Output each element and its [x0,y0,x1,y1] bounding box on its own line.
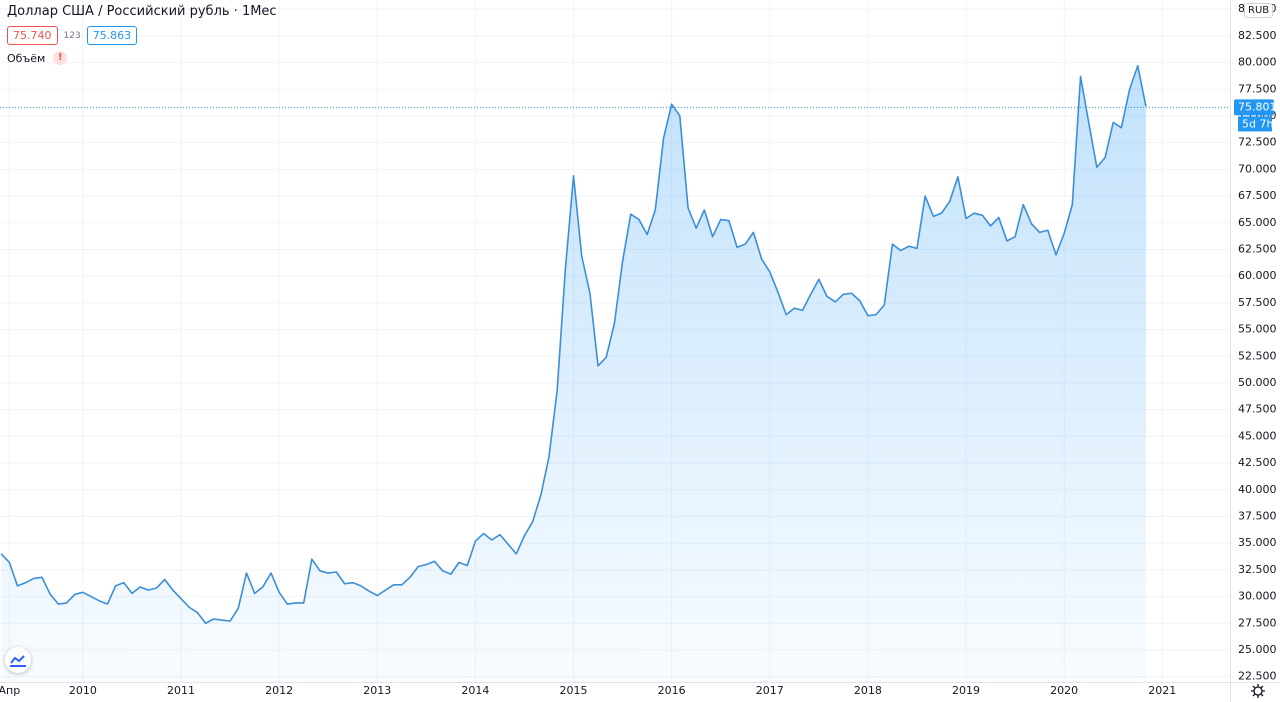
y-tick-label: 35.000 [1238,536,1277,549]
x-tick-label: 2014 [461,684,489,697]
x-tick-label: 2019 [952,684,980,697]
y-tick-label: 32.500 [1238,563,1277,576]
y-tick-label: 67.500 [1238,189,1277,202]
y-tick-label: 80.000 [1238,56,1277,69]
y-tick-label: 60.000 [1238,269,1277,282]
ask-price[interactable]: 75.863 [86,26,138,45]
volume-label: Объём [7,51,46,65]
settings-icon[interactable] [1250,683,1266,699]
y-tick-label: 27.500 [1238,616,1277,629]
logo-icon [10,655,26,667]
x-tick-label: 2013 [363,684,391,697]
y-tick-label: 42.500 [1238,456,1277,469]
countdown-label: 5d 7h [1242,117,1273,130]
x-tick-label: 2011 [167,684,195,697]
last-price-tag [1234,99,1274,116]
price-line [0,64,1147,625]
y-tick-label: 62.500 [1238,242,1277,255]
x-tick-label: 2021 [1148,684,1176,697]
y-tick-label: 30.000 [1238,590,1277,603]
x-tick-label: 2010 [69,684,97,697]
symbol-title: Доллар США / Российский рубль · 1Мес [7,4,277,19]
y-tick-label: 70.000 [1238,162,1277,175]
y-tick-label: 72.500 [1238,136,1277,149]
area-fill [1,65,1146,683]
countdown-tag [1238,116,1272,132]
x-tick-label: 2020 [1050,684,1078,697]
y-tick-label: 37.500 [1238,509,1277,522]
last-price-label: 75.801 [1238,100,1277,113]
x-tick-label: 2018 [854,684,882,697]
y-tick-label: 82.500 [1238,29,1277,42]
y-tick-label: 52.500 [1238,349,1277,362]
y-tick-label: 25.000 [1238,643,1277,656]
y-tick-label: 55.000 [1238,323,1277,336]
y-tick-label: 45.000 [1238,429,1277,442]
warning-icon[interactable]: ! [53,51,68,65]
currency-button[interactable]: RUB [1244,3,1274,18]
x-tick-label: 2012 [265,684,293,697]
y-tick-label: 65.000 [1238,216,1277,229]
y-tick-label: 40.000 [1238,483,1277,496]
bid-price[interactable]: 75.740 [7,26,58,45]
y-tick-label: 77.500 [1238,82,1277,95]
logo[interactable] [5,647,31,673]
spread: 123 [63,30,81,41]
quotes: 75.740 123 75.863 [7,26,138,45]
y-tick-label: 57.500 [1238,296,1277,309]
x-tick-label: 2016 [658,684,686,697]
y-tick-label: 50.000 [1238,376,1277,389]
y-tick-label: 47.500 [1238,403,1277,416]
x-tick-label: Апр [0,684,20,697]
x-tick-label: 2017 [756,684,784,697]
y-tick-label: 22.500 [1238,670,1277,683]
x-tick-label: 2015 [560,684,588,697]
volume-indicator[interactable]: Объём! [7,51,68,65]
